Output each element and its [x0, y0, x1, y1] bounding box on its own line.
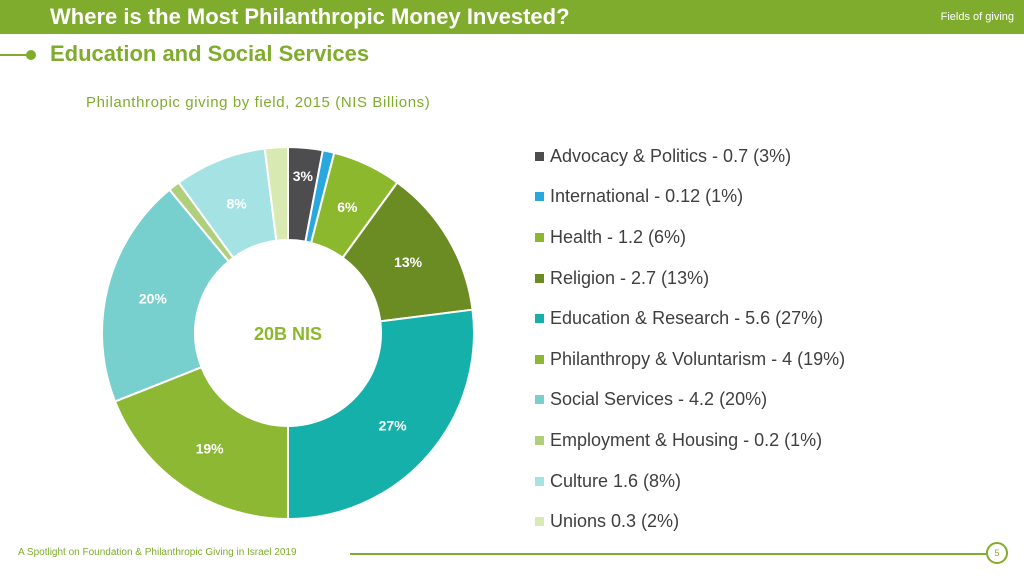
- page-number: 5: [986, 542, 1008, 564]
- legend-label: Culture 1.6 (8%): [550, 470, 682, 491]
- data-label: 13%: [394, 254, 423, 270]
- legend-item: Culture 1.6 (8%): [535, 461, 845, 502]
- legend-item: Religion - 2.7 (13%): [535, 258, 845, 299]
- legend-label: Education & Research - 5.6 (27%): [550, 308, 824, 329]
- legend-swatch: [535, 395, 544, 405]
- center-label: 20B NIS: [254, 324, 322, 344]
- legend-label: Health - 1.2 (6%): [550, 226, 687, 247]
- chart-legend: Advocacy & Politics - 0.7 (3%) Internatio…: [535, 136, 845, 542]
- footer-text: A Spotlight on Foundation & Philanthropi…: [18, 547, 297, 558]
- legend-item: Employment & Housing - 0.2 (1%): [535, 420, 845, 461]
- legend-swatch: [535, 314, 544, 324]
- legend-item: Advocacy & Politics - 0.7 (3%): [535, 136, 845, 177]
- section-tag: Fields of giving: [940, 11, 1014, 23]
- legend-swatch: [535, 232, 544, 242]
- legend-swatch: [535, 476, 544, 486]
- legend-item: International - 0.12 (1%): [535, 177, 845, 218]
- data-label: 27%: [379, 417, 408, 433]
- legend-swatch: [535, 435, 544, 445]
- legend-label: Social Services - 4.2 (20%): [550, 389, 768, 410]
- legend-item: Health - 1.2 (6%): [535, 217, 845, 258]
- section-divider: [0, 54, 30, 56]
- legend-swatch: [535, 192, 544, 202]
- slide-title: Where is the Most Philanthropic Money In…: [50, 4, 570, 29]
- slice-unions: [263, 145, 289, 242]
- section-title: Education and Social Services: [50, 41, 370, 66]
- slice-education-research: [287, 308, 475, 521]
- legend-item: Education & Research - 5.6 (27%): [535, 298, 845, 339]
- slice-philanthropy-voluntarism: [113, 365, 289, 521]
- legend-item: Philanthropy & Voluntarism - 4 (19%): [535, 339, 845, 380]
- data-label: 19%: [196, 440, 225, 456]
- bullet-dot-icon: [26, 50, 36, 60]
- legend-item: Social Services - 4.2 (20%): [535, 380, 845, 421]
- footer-divider: [350, 553, 986, 555]
- legend-label: Religion - 2.7 (13%): [550, 267, 710, 288]
- slice-social-services: [101, 188, 231, 403]
- data-label: 3%: [293, 168, 314, 184]
- header-bar: Where is the Most Philanthropic Money In…: [0, 0, 1024, 34]
- chart-title: Philanthropic giving by field, 2015 (NIS…: [86, 94, 431, 111]
- legend-item: Unions 0.3 (2%): [535, 501, 845, 542]
- legend-label: International - 0.12 (1%): [550, 186, 744, 207]
- data-label: 20%: [139, 290, 168, 306]
- legend-swatch: [535, 517, 544, 527]
- legend-label: Unions 0.3 (2%): [550, 511, 680, 532]
- legend-swatch: [535, 151, 544, 161]
- donut-chart: 3% 6% 13% 27% 19% 20% 8% 20B NIS: [101, 145, 475, 521]
- legend-label: Philanthropy & Voluntarism - 4 (19%): [550, 348, 846, 369]
- legend-label: Advocacy & Politics - 0.7 (3%): [550, 145, 792, 166]
- data-label: 6%: [337, 199, 358, 215]
- legend-swatch: [535, 354, 544, 364]
- legend-label: Employment & Housing - 0.2 (1%): [550, 429, 823, 450]
- data-label: 8%: [227, 195, 248, 211]
- legend-swatch: [535, 273, 544, 283]
